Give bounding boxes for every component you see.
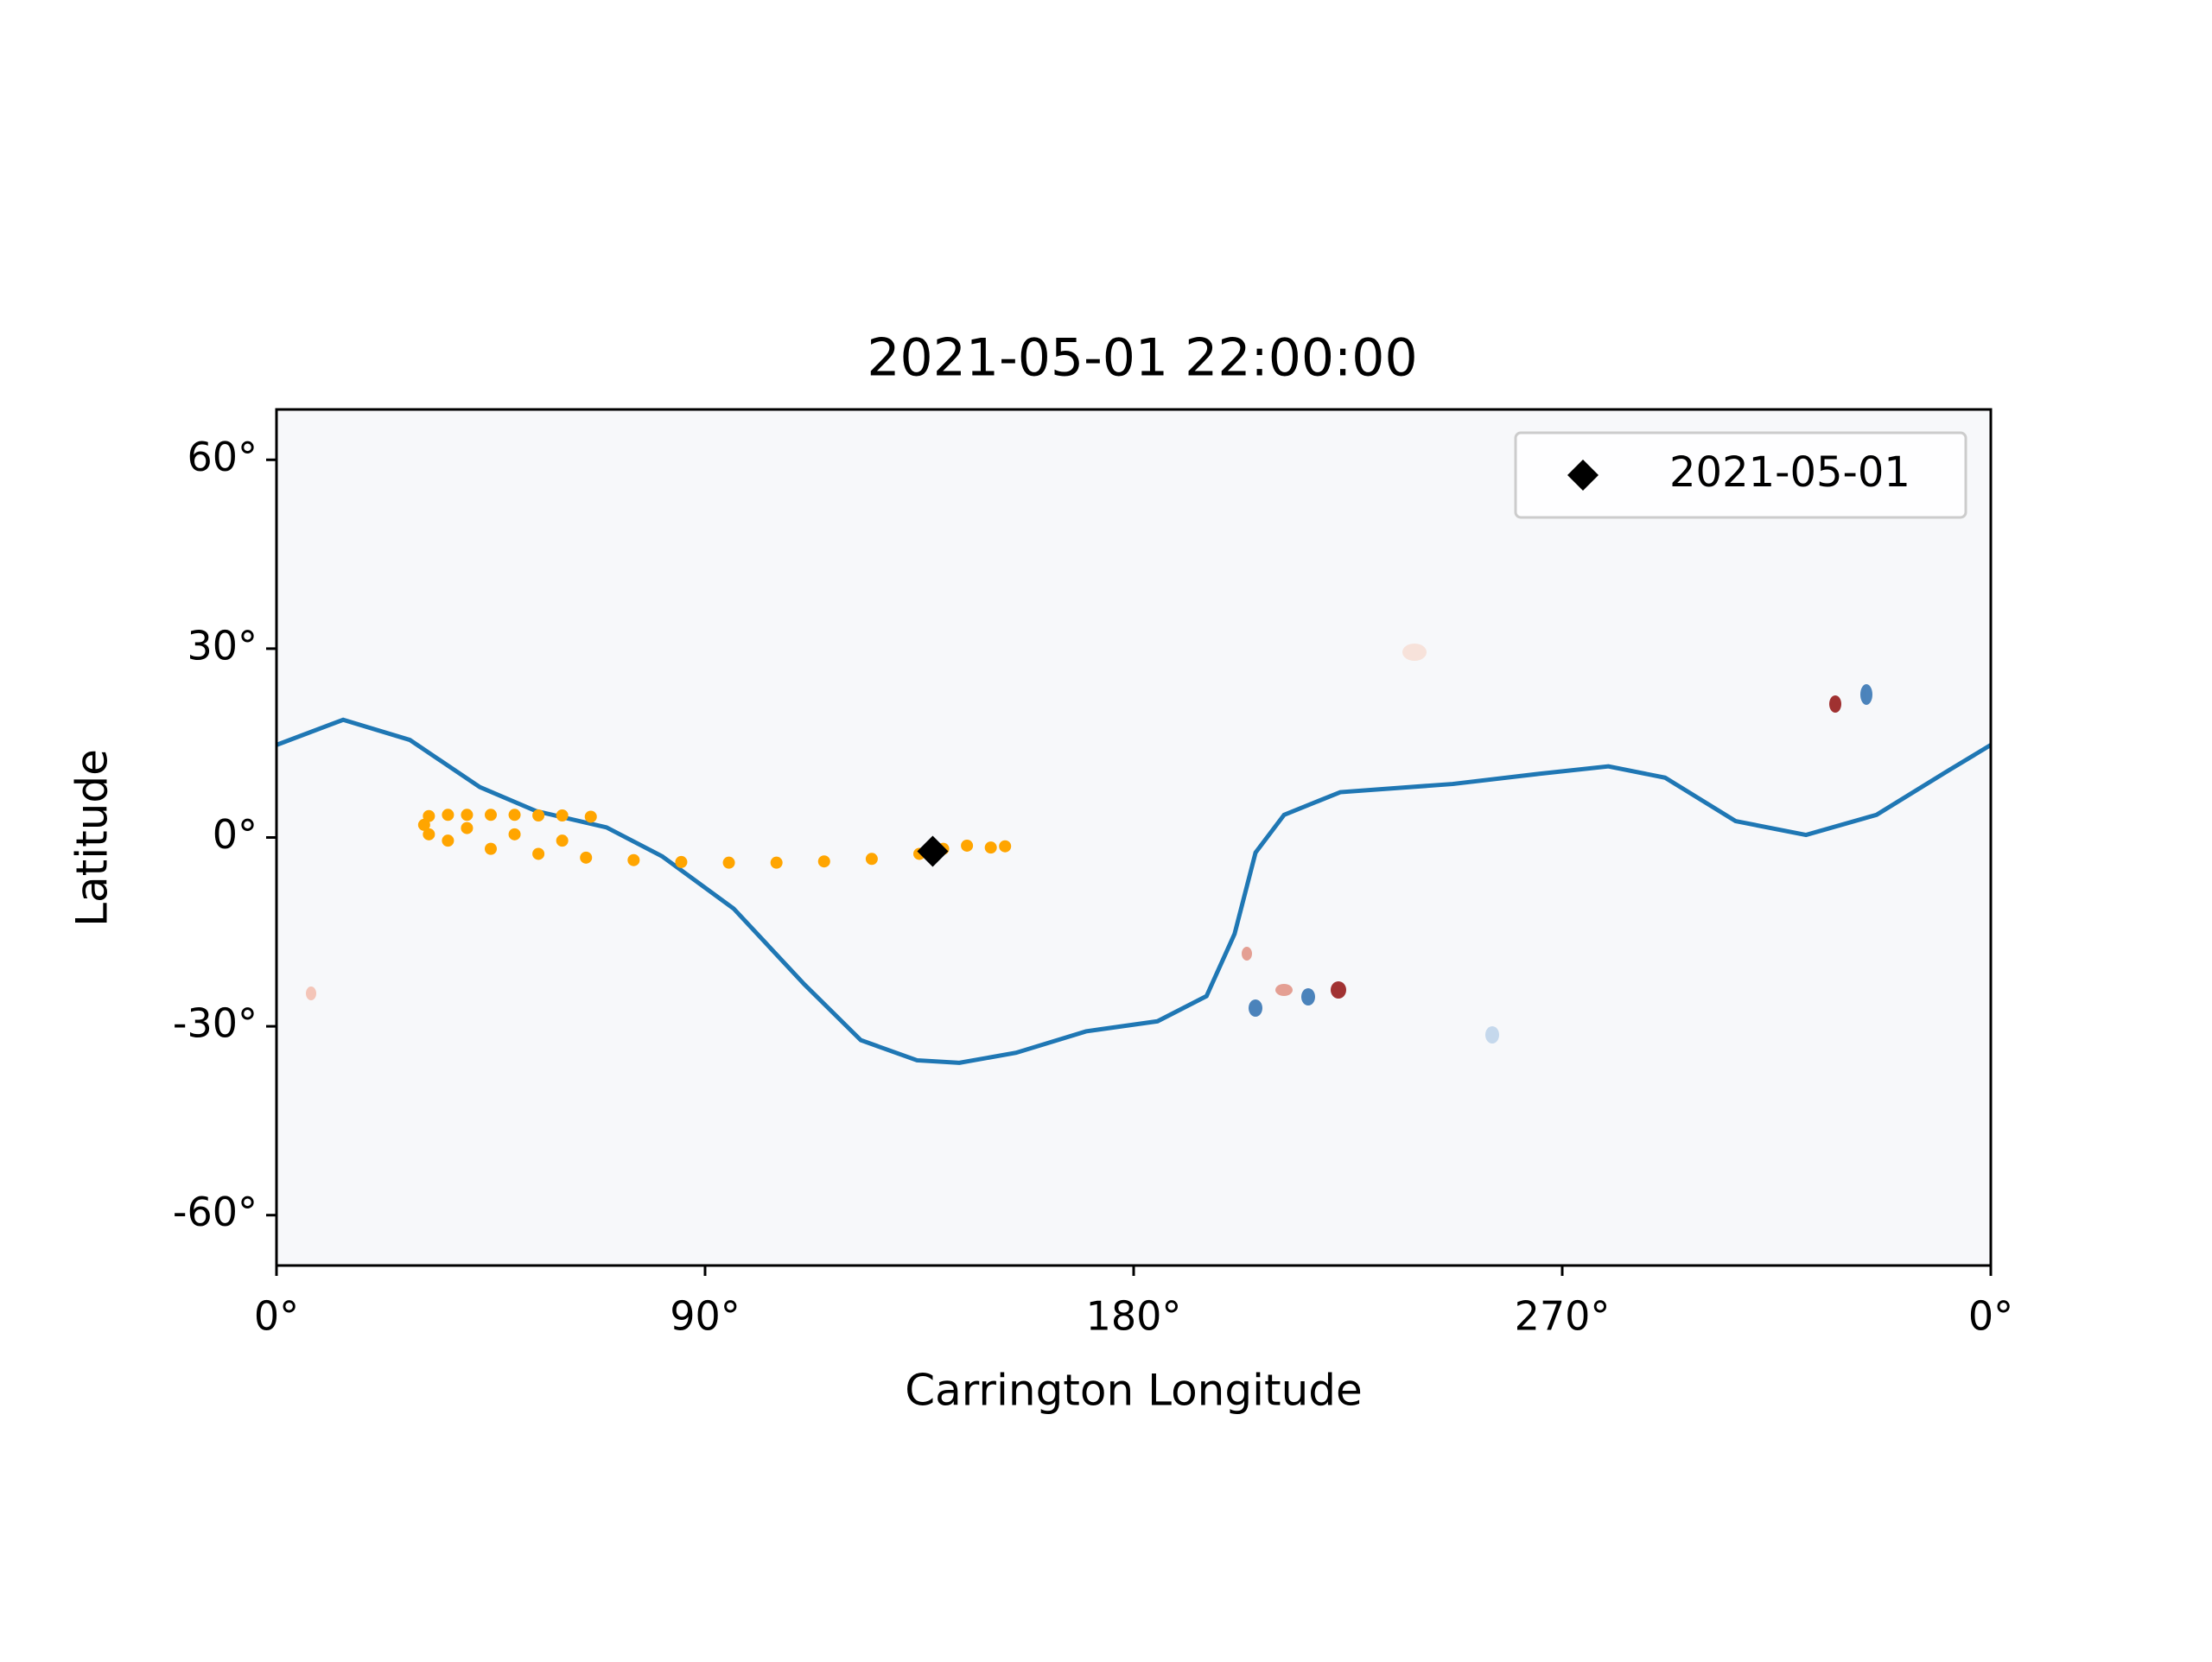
magnetogram-spots bbox=[306, 644, 1872, 1044]
point bbox=[532, 809, 545, 821]
point bbox=[556, 834, 569, 847]
point bbox=[442, 809, 454, 821]
x-tick-label: 0° bbox=[254, 1293, 299, 1340]
series-line bbox=[276, 717, 1993, 1065]
point bbox=[722, 856, 735, 869]
plot-area bbox=[276, 717, 1993, 1065]
point bbox=[627, 853, 640, 866]
point bbox=[485, 809, 497, 821]
point bbox=[485, 842, 497, 855]
point bbox=[423, 828, 435, 841]
point bbox=[442, 834, 454, 847]
x-axis-label: Carrington Longitude bbox=[905, 1366, 1363, 1416]
point bbox=[961, 839, 974, 852]
spot bbox=[1829, 695, 1841, 713]
y-tick-label: -60° bbox=[173, 1189, 257, 1235]
point bbox=[417, 818, 430, 831]
spot bbox=[1275, 984, 1293, 996]
point bbox=[508, 809, 521, 821]
point bbox=[817, 855, 830, 868]
point bbox=[532, 847, 545, 860]
point bbox=[584, 810, 597, 823]
y-tick-label: 0° bbox=[213, 811, 257, 858]
spot bbox=[1485, 1026, 1499, 1044]
point bbox=[770, 856, 783, 869]
chart-title: 2021-05-01 22:00:00 bbox=[867, 328, 1417, 389]
x-tick-label: 0° bbox=[1968, 1293, 2013, 1340]
point bbox=[675, 855, 688, 868]
y-tick-label: 30° bbox=[187, 622, 257, 669]
point bbox=[580, 851, 593, 864]
spot bbox=[1402, 644, 1427, 661]
diamond-marker bbox=[917, 835, 949, 867]
point bbox=[461, 809, 474, 821]
spot bbox=[1249, 999, 1262, 1017]
spot bbox=[1331, 981, 1346, 999]
legend-label: 2021-05-01 bbox=[1669, 448, 1910, 497]
y-tick-label: 60° bbox=[187, 434, 257, 480]
y-tick-label: -30° bbox=[173, 1000, 257, 1047]
spot bbox=[306, 986, 316, 1000]
legend-marker bbox=[1567, 460, 1599, 491]
map-background bbox=[276, 409, 1991, 1266]
point bbox=[508, 828, 521, 841]
point bbox=[461, 821, 474, 834]
point bbox=[999, 840, 1012, 853]
legend-box bbox=[1514, 431, 1967, 519]
point bbox=[865, 853, 878, 866]
point bbox=[556, 809, 569, 821]
x-tick-label: 90° bbox=[670, 1293, 741, 1340]
spot bbox=[1301, 988, 1315, 1005]
y-axis-label: Latitude bbox=[67, 749, 118, 927]
x-tick-label: 180° bbox=[1086, 1293, 1182, 1340]
spot bbox=[1242, 947, 1252, 961]
point bbox=[984, 841, 997, 854]
x-tick-label: 270° bbox=[1515, 1293, 1611, 1340]
spot bbox=[1860, 684, 1872, 705]
